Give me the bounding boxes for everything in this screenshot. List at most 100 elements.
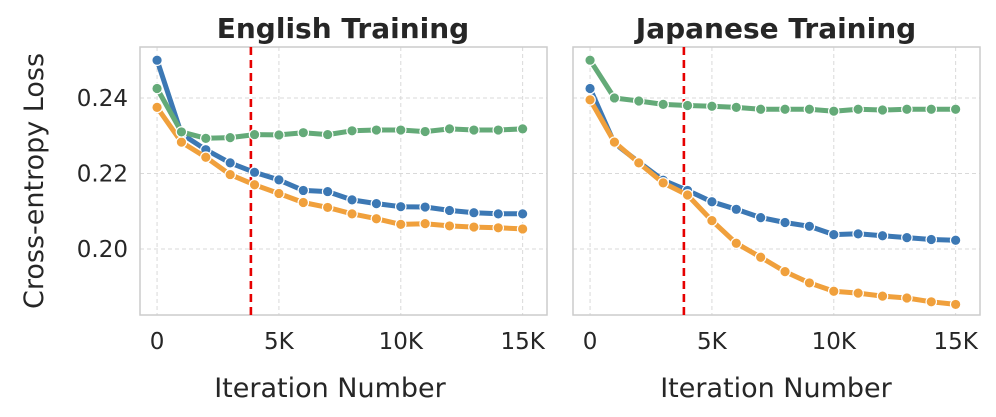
data-point (925, 295, 938, 308)
data-point (901, 292, 913, 304)
data-point (321, 128, 334, 141)
x-tick-label: 0 (583, 329, 598, 355)
data-point (608, 92, 621, 104)
y-tick-label: 0.22 (77, 161, 128, 187)
data-point (730, 237, 743, 250)
panel-english: 0 5K 10K 15K 0.200.220.24 English Training … (19, 12, 548, 404)
data-point (248, 128, 261, 141)
data-point (949, 234, 962, 247)
data-point (443, 220, 456, 232)
series-layer (151, 54, 529, 235)
data-point (248, 166, 261, 179)
data-point (657, 177, 669, 189)
x-tick-label: 10K (812, 329, 857, 355)
data-point (852, 228, 864, 240)
data-point (633, 95, 645, 107)
data-point (901, 103, 913, 116)
data-point (394, 124, 407, 136)
data-point (346, 208, 358, 220)
data-point (273, 174, 285, 186)
data-point (200, 132, 212, 145)
series-line (154, 57, 526, 217)
data-point (273, 129, 285, 141)
data-point (681, 99, 694, 112)
data-point (516, 123, 529, 135)
plot-frame (139, 46, 548, 316)
data-point (175, 126, 188, 138)
data-point (803, 103, 816, 116)
data-point (779, 103, 791, 116)
data-point (224, 131, 236, 144)
data-point (151, 54, 163, 67)
data-point (657, 98, 669, 111)
data-point (468, 124, 480, 136)
data-point (852, 103, 864, 116)
data-point (443, 123, 456, 135)
x-tick-label: 15K (933, 329, 978, 355)
data-point (419, 217, 431, 230)
data-point (516, 208, 529, 220)
series-1 (584, 94, 962, 311)
x-tick-label: 5K (697, 329, 728, 355)
x-axis-label: Iteration Number (214, 373, 446, 404)
x-axis-label: Iteration Number (660, 373, 892, 404)
data-point (949, 103, 962, 116)
data-point (754, 211, 767, 224)
data-point (419, 125, 431, 138)
data-point (224, 168, 236, 181)
data-point (901, 231, 913, 244)
x-tick-label: 10K (379, 329, 424, 355)
data-point (876, 229, 889, 242)
data-point (803, 220, 816, 233)
data-point (706, 214, 718, 227)
grid-layer (573, 47, 980, 315)
data-point (200, 151, 212, 164)
data-point (297, 126, 310, 139)
series-line (587, 97, 959, 307)
data-point (297, 184, 310, 197)
data-point (949, 298, 962, 311)
data-point (681, 189, 694, 201)
plot-frame (572, 46, 981, 316)
data-point (925, 233, 938, 246)
series-2 (584, 54, 962, 117)
x-tick-label: 0 (150, 329, 165, 355)
data-point (779, 216, 791, 229)
data-point (876, 104, 889, 116)
data-point (925, 103, 938, 116)
data-point (779, 265, 791, 278)
data-point (151, 82, 163, 95)
data-point (224, 157, 236, 169)
data-point (803, 277, 816, 289)
y-tick-label: 0.20 (77, 237, 128, 263)
data-point (754, 251, 767, 264)
series-line (587, 57, 959, 114)
data-point (852, 287, 864, 299)
panel-japanese: 0 5K 10K 15K Japanese Training Iteration Nu… (572, 12, 981, 404)
data-point (151, 101, 163, 114)
x-tick-label: 5K (264, 329, 295, 355)
data-point (584, 82, 596, 95)
data-point (730, 203, 743, 216)
data-point (633, 157, 645, 169)
grid-layer (140, 47, 547, 315)
data-point (248, 178, 261, 191)
panel-title: Japanese Training (634, 12, 916, 45)
data-point (370, 124, 383, 136)
data-point (370, 212, 383, 225)
x-ticks: 0 5K 10K 15K (583, 329, 979, 355)
data-point (608, 136, 621, 148)
data-point (443, 204, 456, 217)
data-point (468, 221, 480, 233)
series-2 (151, 82, 529, 145)
y-tick-label: 0.24 (77, 86, 128, 112)
data-point (346, 194, 358, 206)
data-point (468, 206, 480, 219)
data-point (730, 101, 743, 114)
series-layer (584, 54, 962, 311)
data-point (706, 100, 718, 113)
data-point (370, 197, 383, 210)
data-point (394, 218, 407, 231)
series-line (154, 104, 526, 232)
